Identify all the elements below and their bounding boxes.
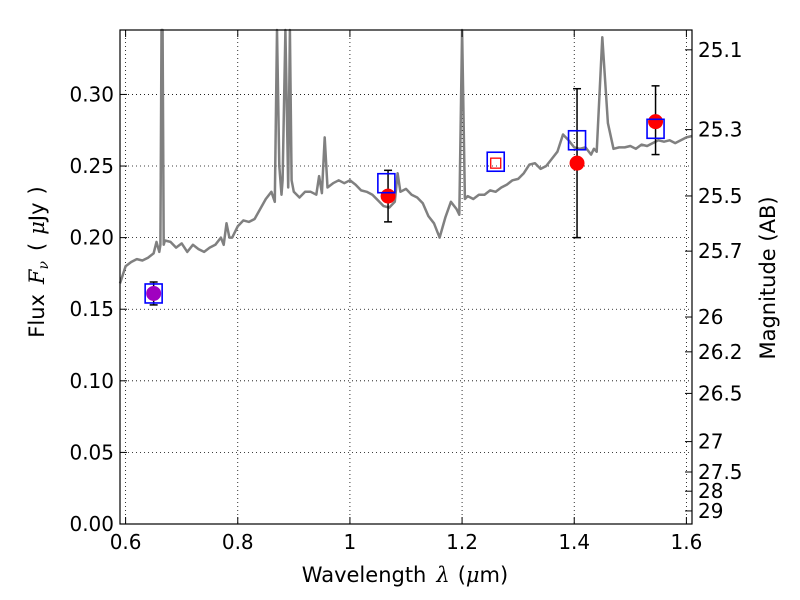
x-tick-label: 1.2 <box>446 530 478 554</box>
model-point <box>567 129 587 151</box>
y2-tick-label: 25.5 <box>698 184 743 208</box>
y-tick-label: 0.10 <box>69 369 114 393</box>
axis-ticks: 0.6 0.8 1 1.2 1.4 1.6 0.00 0.05 0.10 0.15 0.20 0.25… <box>69 30 743 554</box>
spectrum-line <box>118 28 693 284</box>
y-tick-label: 0.00 <box>69 512 114 536</box>
y-tick-label: 0.05 <box>69 440 114 464</box>
x-axis-label: Wavelength λ (μm) <box>302 563 508 587</box>
x-tick-label: 0.6 <box>110 530 142 554</box>
observed-point <box>648 114 664 130</box>
model-point <box>144 283 163 304</box>
y2-tick-label: 26.2 <box>698 340 743 364</box>
model-point <box>377 172 396 194</box>
model-point <box>646 118 665 140</box>
y-tick-label: 0.15 <box>69 297 114 321</box>
observed-point <box>490 157 502 169</box>
x-tick-label: 0.8 <box>222 530 254 554</box>
x-tick-label: 1.6 <box>670 530 702 554</box>
y2-tick-label: 29 <box>698 499 723 523</box>
observed-point <box>380 188 396 204</box>
y2-tick-label: 25.3 <box>698 118 743 142</box>
y2-axis-label: Magnitude (AB) <box>756 196 780 359</box>
x-tick-label: 1 <box>344 530 357 554</box>
y2-tick-label: 26.5 <box>698 381 743 405</box>
y-tick-label: 0.20 <box>69 226 114 250</box>
y-tick-label: 0.30 <box>69 82 114 106</box>
observed-point <box>146 285 162 301</box>
y2-tick-label: 27.5 <box>698 460 743 484</box>
y2-tick-label: 28 <box>698 479 723 503</box>
model-point <box>486 151 506 173</box>
plot-frame <box>119 29 693 525</box>
observed-point <box>569 155 585 171</box>
y2-tick-label: 25.7 <box>698 239 743 263</box>
y-axis-label: FluxFν(μJy) <box>25 186 52 337</box>
x-tick-label: 1.4 <box>558 530 590 554</box>
y-tick-label: 0.25 <box>69 154 114 178</box>
y2-tick-label: 25.1 <box>698 38 743 62</box>
plot-data <box>118 28 693 306</box>
y2-tick-label: 26 <box>698 305 723 329</box>
y2-tick-label: 27 <box>698 430 723 454</box>
